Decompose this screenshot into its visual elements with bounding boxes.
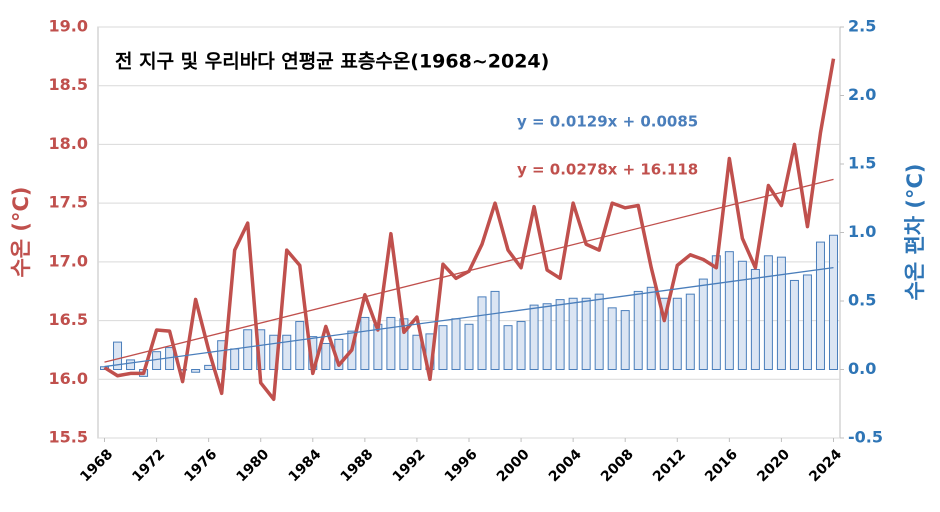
bar bbox=[451, 318, 461, 370]
trendline bbox=[104, 266, 834, 368]
x-tick-label: 1972 bbox=[129, 446, 168, 485]
trendline bbox=[104, 178, 834, 363]
x-tick-label: 2004 bbox=[546, 446, 585, 485]
x-tick-label: 2016 bbox=[702, 446, 741, 485]
x-tick-label: 2012 bbox=[650, 446, 689, 485]
x-tick-label: 1984 bbox=[286, 446, 325, 485]
bar bbox=[399, 318, 409, 370]
bar bbox=[607, 307, 617, 371]
y-tick-label: 18.5 bbox=[49, 75, 88, 94]
bar bbox=[230, 348, 240, 371]
bar bbox=[646, 286, 656, 370]
x-tick-label: 2020 bbox=[754, 446, 793, 485]
y2-axis-label: 수온 편차 (°C) bbox=[903, 163, 927, 300]
bar bbox=[555, 299, 565, 371]
bar bbox=[490, 290, 500, 370]
bar bbox=[685, 293, 695, 370]
x-tick-label: 1980 bbox=[234, 446, 273, 485]
bar bbox=[737, 260, 747, 370]
bar bbox=[750, 268, 760, 370]
bar bbox=[672, 297, 682, 371]
bar bbox=[360, 316, 370, 371]
bar bbox=[763, 255, 773, 370]
trendline-equation: y = 0.0129x + 0.0085 bbox=[517, 113, 698, 131]
bar bbox=[581, 297, 591, 371]
y-tick-label: 16.0 bbox=[49, 369, 88, 388]
trendline-equation: y = 0.0278x + 16.118 bbox=[517, 161, 698, 179]
y2-tick-label: 1.0 bbox=[848, 222, 876, 241]
y-tick-label: 16.5 bbox=[49, 310, 88, 329]
bar bbox=[295, 321, 305, 370]
bar bbox=[243, 329, 253, 370]
y-tick-label: 17.5 bbox=[49, 193, 88, 212]
bar bbox=[386, 316, 396, 371]
x-tick-label: 1988 bbox=[338, 446, 377, 485]
plot-frame bbox=[97, 26, 841, 439]
bar bbox=[568, 297, 578, 371]
bar bbox=[152, 351, 162, 371]
bar bbox=[503, 325, 513, 371]
x-tick-label: 2024 bbox=[806, 446, 845, 485]
bar bbox=[828, 234, 838, 370]
y-axis-label: 수온 (°C) bbox=[9, 186, 33, 277]
bar bbox=[412, 334, 422, 370]
x-tick-label: 1996 bbox=[442, 446, 481, 485]
bar bbox=[438, 325, 448, 371]
bar bbox=[789, 279, 799, 371]
y2-tick-label: 1.5 bbox=[848, 154, 876, 173]
x-tick-label: 1992 bbox=[390, 446, 429, 485]
x-tick-label: 2008 bbox=[598, 446, 637, 485]
bar bbox=[594, 293, 604, 370]
bar bbox=[815, 241, 825, 370]
bar bbox=[659, 297, 669, 371]
bar bbox=[698, 278, 708, 370]
bar bbox=[711, 255, 721, 370]
bar bbox=[113, 341, 123, 371]
x-tick-label: 1968 bbox=[77, 446, 116, 485]
chart-title: 전 지구 및 우리바다 연평균 표층수온(1968~2024) bbox=[115, 51, 549, 73]
bar bbox=[282, 334, 292, 370]
bar bbox=[724, 251, 734, 370]
bar bbox=[321, 342, 331, 371]
bar bbox=[477, 296, 487, 371]
y-tick-label: 17.0 bbox=[49, 251, 88, 270]
bar bbox=[204, 364, 214, 371]
y-tick-label: 15.5 bbox=[49, 428, 88, 447]
y-tick-label: 18.0 bbox=[49, 134, 88, 153]
y2-tick-label: 0.5 bbox=[848, 291, 876, 310]
bar bbox=[620, 310, 630, 370]
bar bbox=[516, 321, 526, 370]
x-tick-label: 1976 bbox=[181, 446, 220, 485]
y2-tick-label: -0.5 bbox=[848, 428, 883, 447]
bar bbox=[529, 304, 539, 370]
bar bbox=[464, 323, 474, 371]
y-tick-label: 19.0 bbox=[49, 17, 88, 36]
bar bbox=[542, 303, 552, 370]
bar bbox=[126, 359, 136, 371]
bar bbox=[191, 369, 201, 373]
y2-tick-label: 0.0 bbox=[848, 359, 876, 378]
bar bbox=[776, 256, 786, 370]
y2-tick-label: 2.0 bbox=[848, 85, 876, 104]
bar bbox=[633, 290, 643, 370]
bar bbox=[802, 274, 812, 370]
x-tick-label: 2000 bbox=[494, 446, 533, 485]
y2-tick-label: 2.5 bbox=[848, 17, 876, 36]
